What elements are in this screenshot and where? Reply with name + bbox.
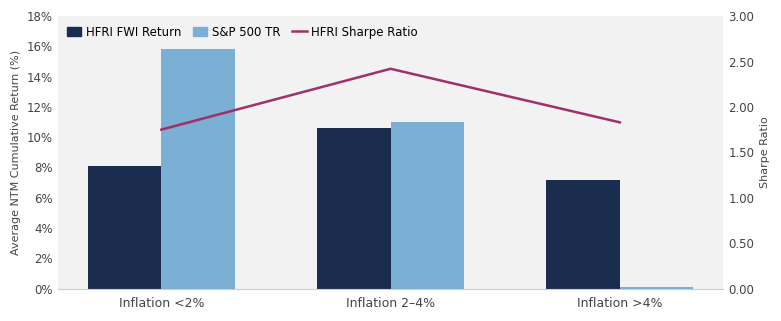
Bar (620, 287, 694, 289)
Bar (317, 128, 390, 289)
Bar (390, 122, 464, 289)
Bar (88, 166, 162, 289)
Legend: HFRI FWI Return, S&P 500 TR, HFRI Sharpe Ratio: HFRI FWI Return, S&P 500 TR, HFRI Sharpe… (63, 22, 422, 42)
Y-axis label: Sharpe Ratio: Sharpe Ratio (760, 117, 770, 188)
Y-axis label: Average NTM Cumulative Return (%): Average NTM Cumulative Return (%) (11, 50, 21, 255)
Bar (162, 49, 234, 289)
Bar (547, 179, 620, 289)
